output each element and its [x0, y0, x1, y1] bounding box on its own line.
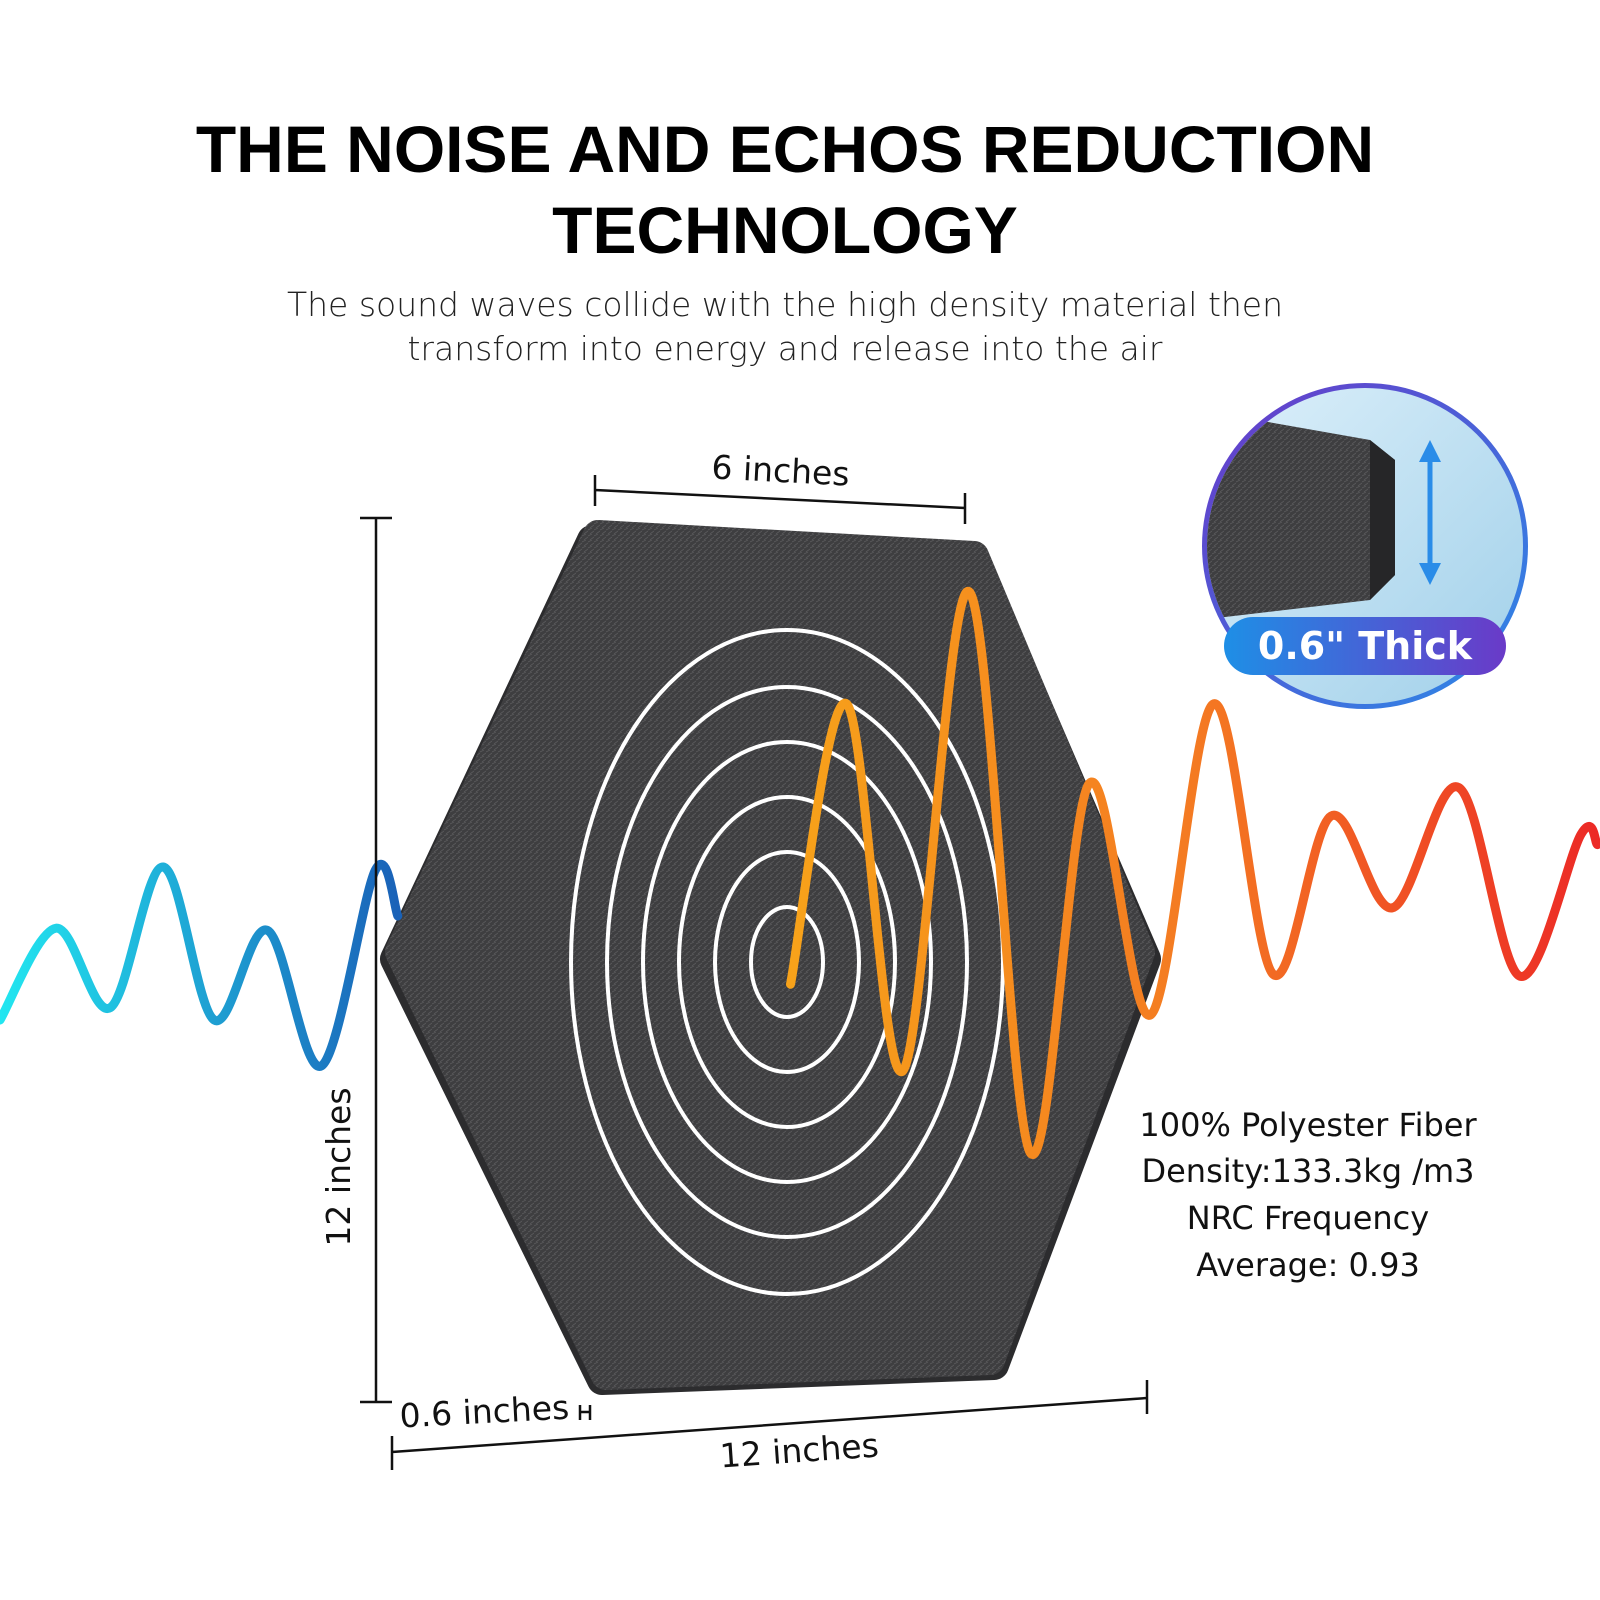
felt-panel [385, 520, 1155, 1390]
subtitle-line: transform into energy and release into t… [407, 329, 1162, 368]
ring [677, 795, 897, 1129]
dimension-label: 12 inches [718, 1426, 879, 1476]
sound-wave-in [0, 859, 403, 1071]
badge-label: 0.6" Thick [1258, 624, 1473, 668]
spec-line: 100% Polyester Fiber [1139, 1106, 1477, 1144]
spec-line: NRC Frequency [1187, 1199, 1429, 1237]
ring [605, 685, 969, 1239]
spec-line: Average: 0.93 [1196, 1246, 1420, 1284]
sound-wave-out [786, 587, 1600, 1159]
ring [641, 740, 933, 1184]
title-line: THE NOISE AND ECHOS REDUCTION [196, 112, 1374, 186]
dimension-label: 6 inches [711, 447, 851, 493]
badge-pill [1224, 617, 1506, 675]
dimension-lines [360, 475, 1149, 1470]
title-line: TECHNOLOGY [552, 193, 1018, 267]
ring [749, 905, 825, 1019]
ring [713, 850, 861, 1074]
dimension-label: 0.6 inches [399, 1388, 570, 1436]
dimension-label: 12 inches [319, 1087, 358, 1246]
spec-line: Density:133.3kg /m3 [1141, 1152, 1474, 1190]
subtitle-line: The sound waves collide with the high de… [287, 285, 1283, 324]
